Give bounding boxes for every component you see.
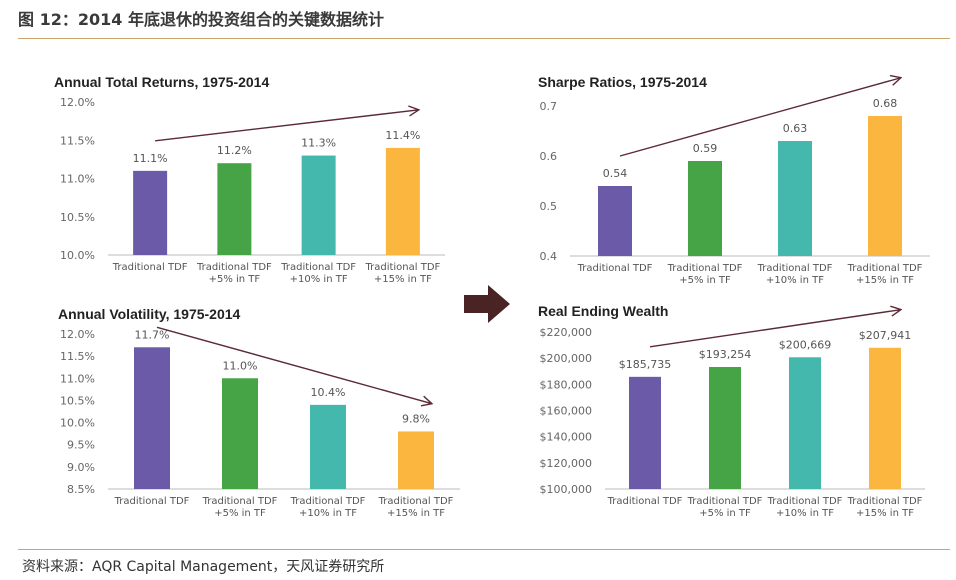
y-tick-label: 10.0% [60,417,95,430]
data-label: 9.8% [402,412,430,425]
y-tick-label: 10.5% [60,211,95,224]
category-label: +10% in TF [766,275,824,286]
data-label: 11.7% [135,328,170,341]
data-label: 11.3% [301,137,336,150]
y-tick-label: 12.0% [60,328,95,341]
category-label: Traditional TDF [280,262,356,273]
trend-arrow [649,310,900,348]
category-label: Traditional TDF [667,263,743,274]
chart-title: Annual Total Returns, 1975-2014 [54,74,269,90]
y-tick-label: 11.5% [60,350,95,363]
category-label: Traditional TDF [202,496,278,507]
category-label: Traditional TDF [290,496,366,507]
source-note: 资料来源：AQR Capital Management，天风证券研究所 [22,559,385,575]
category-label: Traditional TDF [767,496,843,507]
data-label: 11.2% [217,144,252,157]
category-label: Traditional TDF [687,496,763,507]
chart-title: Sharpe Ratios, 1975-2014 [538,74,707,90]
category-label: +10% in TF [776,508,834,519]
y-tick-label: 12.0% [60,96,95,109]
y-tick-label: 10.0% [60,249,95,262]
category-label: +15% in TF [387,508,445,519]
data-label: 0.54 [603,167,628,180]
bar [398,431,434,489]
bar [598,186,632,256]
bar [310,404,346,489]
y-tick-label: 11.5% [60,134,95,147]
category-label: +10% in TF [290,274,348,285]
bar [778,141,812,256]
y-tick-label: 0.6 [540,150,558,163]
bar [789,357,821,489]
data-label: $207,941 [859,329,912,342]
y-tick-label: 0.5 [540,200,558,213]
category-label: +5% in TF [679,275,731,286]
top-rule [18,38,950,39]
category-label: +5% in TF [699,508,751,519]
bar [869,347,901,489]
data-label: $185,735 [619,358,672,371]
category-label: +15% in TF [856,275,914,286]
category-label: Traditional TDF [112,262,188,273]
data-label: 0.59 [693,142,718,155]
trend-arrow [619,78,900,157]
category-label: Traditional TDF [196,262,272,273]
trend-arrow [155,110,418,142]
y-tick-label: $140,000 [540,431,593,444]
bar [709,366,741,489]
y-tick-label: $200,000 [540,352,593,365]
bar [222,378,258,489]
category-label: +10% in TF [299,508,357,519]
bar [217,163,252,255]
category-label: Traditional TDF [364,262,440,273]
y-tick-label: 10.5% [60,394,95,407]
y-tick-label: 9.5% [67,439,95,452]
category-label: Traditional TDF [607,496,683,507]
chart-title: Real Ending Wealth [538,303,668,319]
data-label: 0.63 [783,122,808,135]
category-label: Traditional TDF [847,496,923,507]
transition-arrow-icon [464,285,510,323]
trend-arrow [156,326,431,403]
bar [134,347,170,489]
data-label: 11.1% [133,152,168,165]
bar [629,376,661,489]
category-label: +15% in TF [374,274,432,285]
figure-title: 图 12：2014 年底退休的投资组合的关键数据统计 [18,10,384,29]
data-label: 10.4% [311,386,346,399]
y-tick-label: 8.5% [67,483,95,496]
y-tick-label: $100,000 [540,483,593,496]
category-label: Traditional TDF [577,263,653,274]
y-tick-label: 0.4 [540,250,558,263]
data-label: 11.4% [385,129,420,142]
category-label: Traditional TDF [847,263,923,274]
data-label: 11.0% [223,359,258,372]
category-label: +15% in TF [856,508,914,519]
y-tick-label: $120,000 [540,457,593,470]
y-tick-label: $160,000 [540,405,593,418]
category-label: +5% in TF [214,508,266,519]
bar [868,116,902,256]
y-tick-label: 9.0% [67,461,95,474]
category-label: Traditional TDF [757,263,833,274]
y-tick-label: $180,000 [540,378,593,391]
data-label: $193,254 [699,348,752,361]
chart-title: Annual Volatility, 1975-2014 [58,306,241,322]
bar [688,161,722,256]
category-label: Traditional TDF [114,496,190,507]
category-label: Traditional TDF [378,496,454,507]
y-tick-label: 11.0% [60,372,95,385]
bar [385,147,420,255]
data-label: 0.68 [873,97,898,110]
bar [133,170,168,255]
y-tick-label: 11.0% [60,173,95,186]
bar [301,155,336,255]
y-tick-label: $220,000 [540,326,593,339]
data-label: $200,669 [779,338,832,351]
category-label: +5% in TF [209,274,261,285]
bottom-rule [18,549,950,550]
y-tick-label: 0.7 [540,100,558,113]
